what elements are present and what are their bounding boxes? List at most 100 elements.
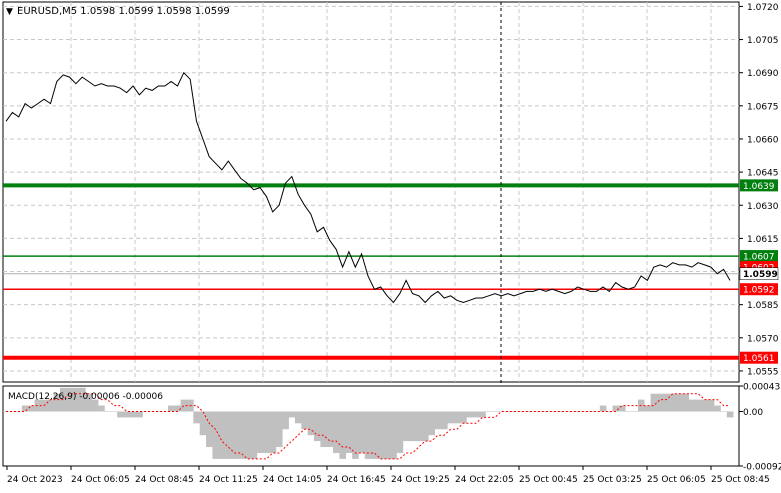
macd-bar — [491, 411, 499, 412]
macd-bar — [364, 411, 372, 459]
symbol-dropdown-icon[interactable]: ▼ — [6, 7, 13, 17]
y-tick-label: 1.0630 — [747, 202, 779, 212]
x-tick-label: 24 Oct 06:05 — [71, 475, 130, 485]
macd-bar — [517, 411, 524, 412]
y-tick-label: 1.0660 — [747, 135, 779, 145]
y-tick-label: 1.0585 — [747, 301, 779, 311]
macd-bar — [726, 411, 734, 418]
macd-y-tick-label: -0.00092 — [743, 463, 781, 473]
macd-bar — [631, 411, 639, 412]
macd-bar — [72, 387, 80, 412]
macd-label: MACD(12,26,9) -0.00006 -0.00006 — [8, 392, 163, 402]
macd-bar — [206, 411, 213, 448]
macd-bar — [676, 393, 683, 412]
x-tick-label: 25 Oct 06:05 — [647, 475, 706, 485]
macd-bar — [428, 411, 435, 436]
x-tick-label: 25 Oct 03:25 — [583, 475, 642, 485]
macd-bar — [21, 405, 29, 412]
main-frame-border — [2, 1, 740, 383]
x-tick-label: 24 Oct 19:25 — [391, 475, 450, 485]
macd-bar — [447, 411, 455, 424]
macd-bar — [352, 411, 359, 459]
macd-bar — [574, 411, 582, 412]
macd-bar — [320, 411, 328, 448]
macd-bar — [269, 411, 277, 453]
macd-bar — [561, 411, 569, 412]
macd-bar — [301, 411, 308, 430]
macd-bar — [441, 411, 448, 430]
macd-bar — [155, 411, 162, 412]
macd-bar — [339, 411, 347, 459]
macd-bar — [688, 399, 696, 412]
level-label-box — [740, 179, 778, 192]
macd-bar — [231, 411, 239, 459]
y-tick-label: 1.0570 — [747, 334, 779, 344]
macd-bar — [136, 411, 143, 418]
macd-bar — [504, 411, 512, 412]
level-label: 1.0639 — [743, 182, 775, 192]
macd-axis: 0.00043 0.00 -0.00092 — [739, 383, 781, 473]
macd-bar — [663, 393, 670, 412]
macd-bar — [549, 411, 556, 412]
macd-bar — [237, 411, 245, 459]
macd-bar — [580, 411, 588, 412]
macd-bar — [167, 405, 175, 412]
macd-bar — [479, 411, 486, 418]
x-tick-label: 24 Oct 22:05 — [455, 475, 514, 485]
macd-bar — [421, 411, 429, 442]
macd-bar — [53, 393, 61, 412]
macd-bar — [460, 411, 467, 424]
main-panel — [2, 1, 740, 383]
macd-bar — [193, 411, 201, 424]
macd-bar — [256, 411, 264, 453]
price-series-line — [5, 71, 731, 304]
macd-bar — [644, 405, 651, 412]
macd-bar — [650, 393, 658, 412]
macd-bar — [612, 405, 620, 412]
macd-bar — [263, 411, 270, 453]
macd-bar — [453, 411, 461, 424]
x-tick-label: 25 Oct 08:45 — [711, 475, 770, 485]
macd-bar — [294, 411, 302, 424]
macd-bar — [9, 411, 16, 412]
macd-bar — [288, 411, 296, 418]
y-tick-label: 1.0675 — [747, 102, 779, 112]
macd-bar — [466, 411, 474, 418]
macd-bar — [66, 387, 73, 412]
macd-bar — [218, 411, 226, 459]
macd-bar — [28, 405, 35, 412]
macd-bar — [117, 411, 124, 418]
macd-bar — [47, 399, 54, 412]
macd-bar — [345, 411, 353, 453]
macd-bar — [714, 405, 721, 412]
macd-bar — [599, 405, 607, 412]
macd-bar — [371, 411, 378, 459]
macd-bar — [314, 411, 321, 442]
macd-bar — [669, 393, 677, 412]
level-label: 1.0592 — [743, 286, 775, 296]
macd-bar — [244, 411, 251, 459]
macd-bar — [606, 411, 613, 412]
macd-bar — [682, 393, 690, 412]
macd-bar — [358, 411, 366, 453]
macd-bar — [282, 411, 289, 430]
macd-bar — [199, 411, 207, 436]
level-label: 1.0599 — [743, 270, 778, 280]
macd-bar — [707, 399, 715, 412]
x-tick-label: 24 Oct 11:25 — [199, 475, 258, 485]
macd-bar — [593, 411, 601, 412]
macd-bar — [618, 405, 626, 412]
macd-bar — [85, 393, 93, 412]
x-tick-label: 24 Oct 08:45 — [135, 475, 194, 485]
macd-y-tick-label: 0.00043 — [743, 383, 780, 393]
macd-bar — [123, 411, 131, 418]
macd-bar — [434, 411, 442, 430]
y-tick-label: 1.0645 — [747, 169, 779, 179]
macd-bar — [402, 411, 410, 442]
macd-bar — [472, 411, 480, 418]
macd-bar — [91, 399, 99, 412]
macd-bar — [174, 405, 181, 412]
macd-bar — [485, 411, 493, 412]
macd-bar — [307, 411, 315, 436]
